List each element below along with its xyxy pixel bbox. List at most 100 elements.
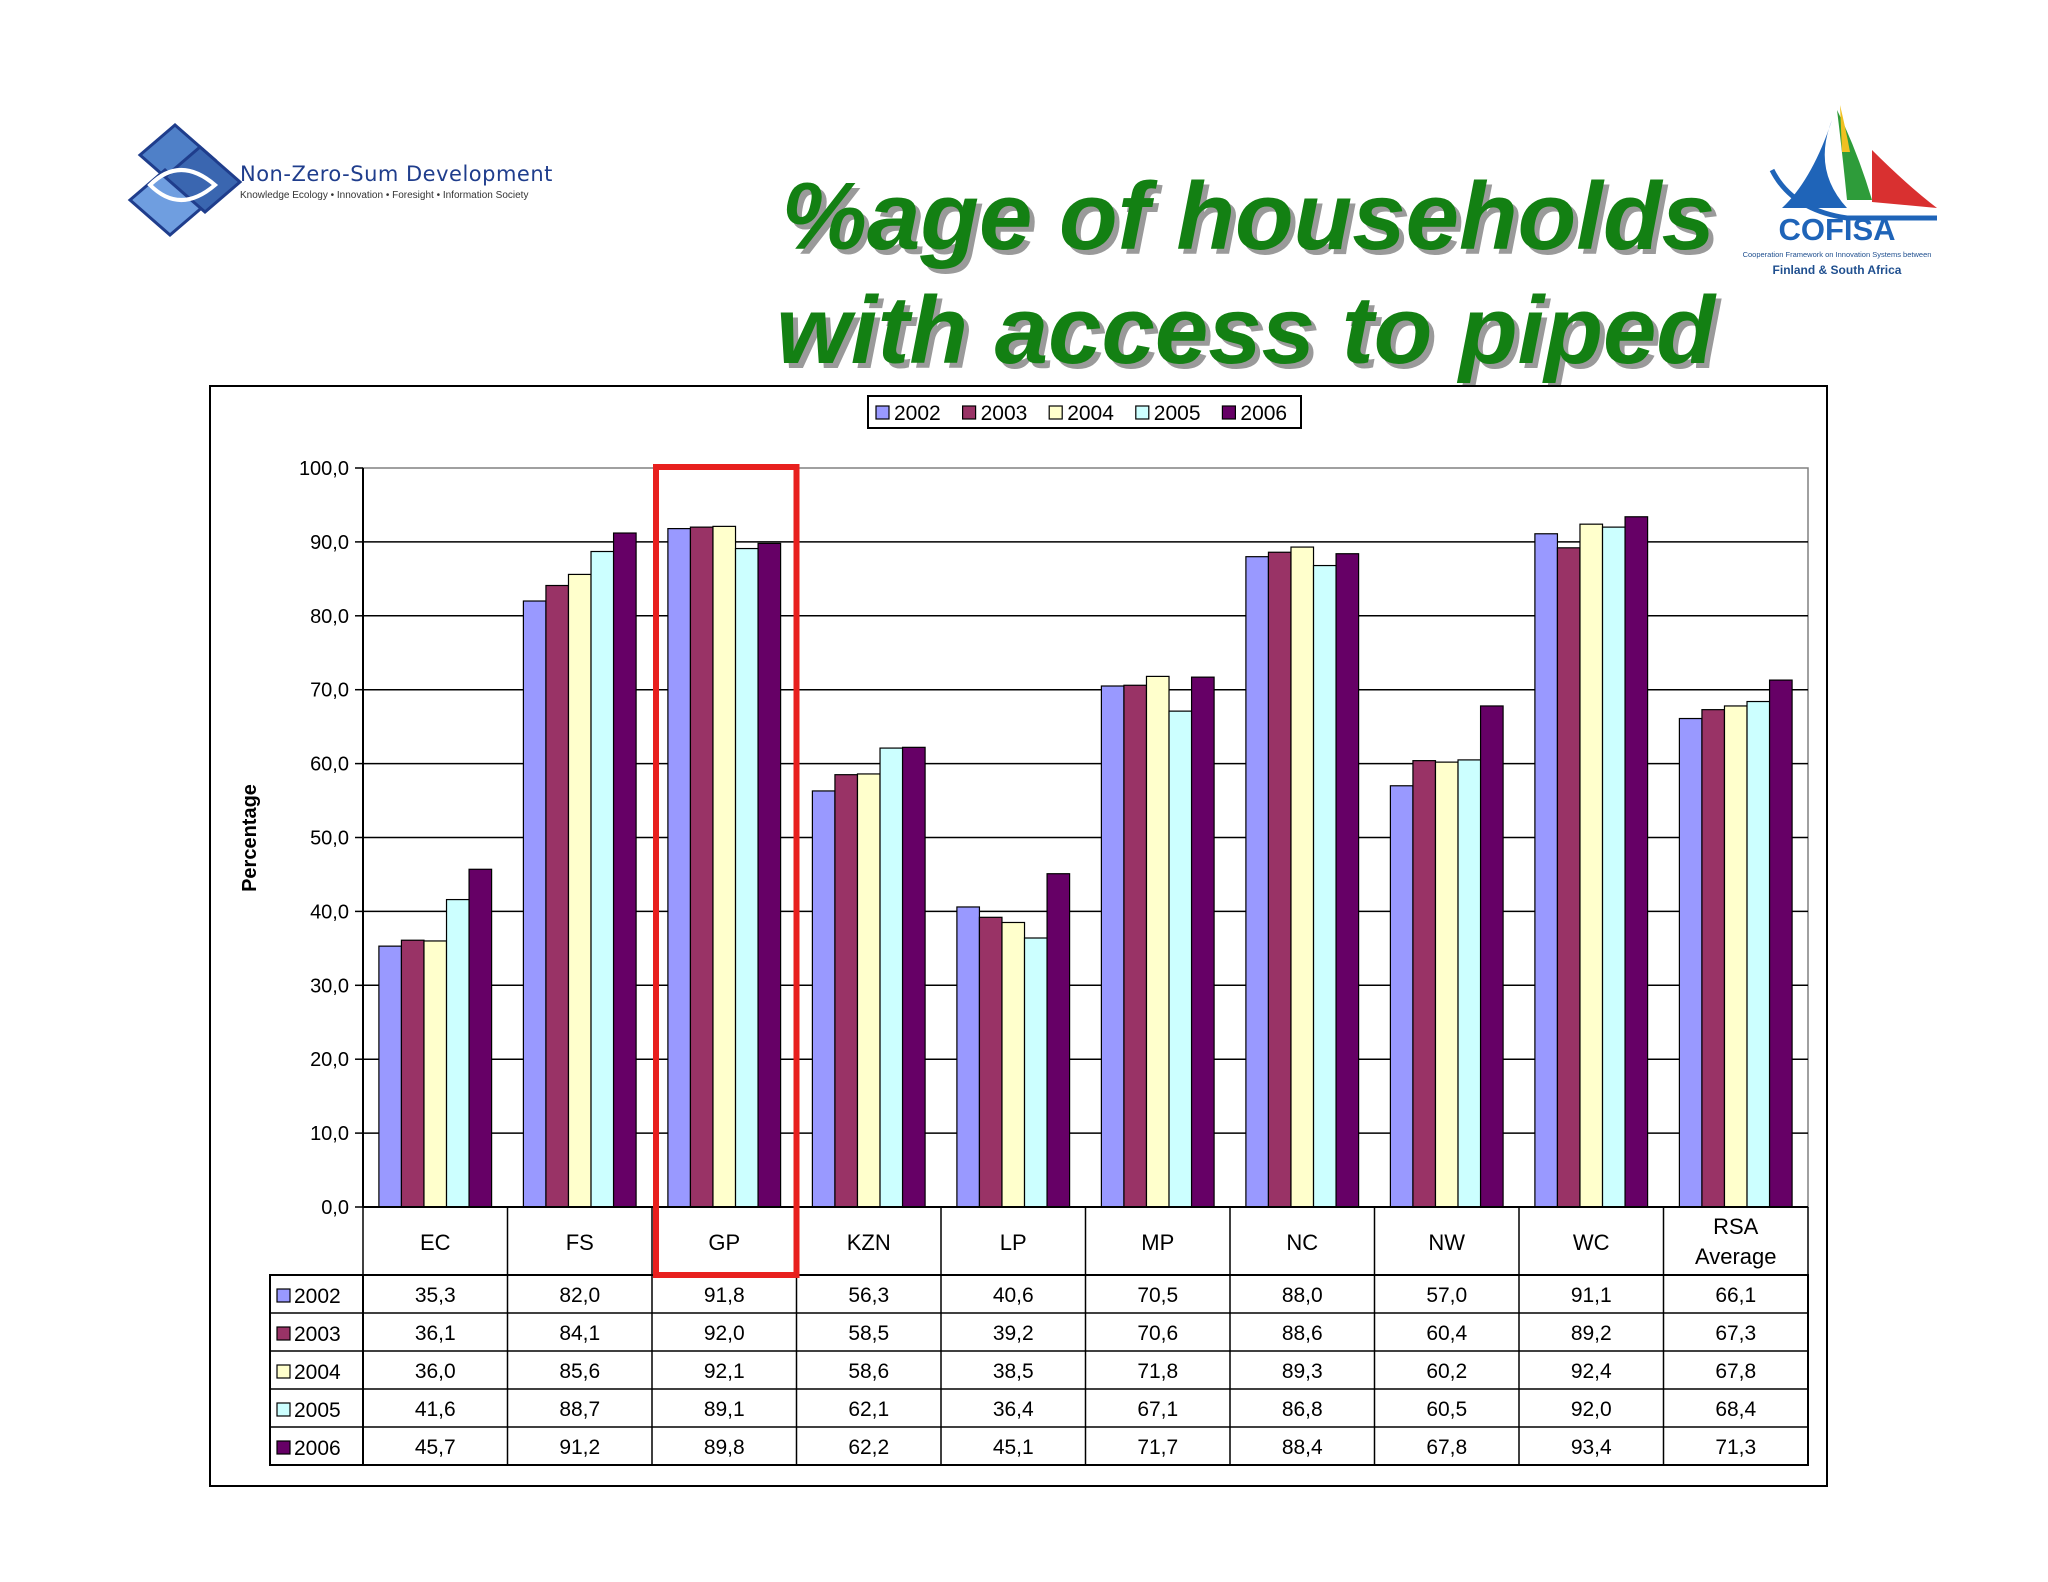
table-series-label-2006: 2006 (294, 1437, 341, 1460)
table-value: 38,5 (993, 1360, 1034, 1383)
category-label-rsa-average: RSA (1713, 1214, 1759, 1239)
legend-box (867, 395, 1302, 429)
bar-rsa-average-2003 (1701, 709, 1726, 1208)
bar-nc-2005 (1312, 564, 1337, 1208)
bar-rsa-average-2002 (1678, 717, 1703, 1208)
legend-label-2002: 2002 (894, 402, 941, 425)
table-value: 89,3 (1282, 1360, 1323, 1383)
legend-swatch-2004 (1048, 405, 1063, 420)
table-swatch-2002 (276, 1288, 291, 1303)
bar-kzn-2003 (834, 774, 859, 1208)
table-value: 39,2 (993, 1322, 1034, 1345)
cofisa-logo-tagline-2: Finland & South Africa (1772, 263, 1902, 277)
bar-kzn-2004 (856, 773, 881, 1208)
y-tick-label: 70,0 (310, 680, 349, 702)
table-value: 36,0 (415, 1360, 456, 1383)
legend-label-2005: 2005 (1154, 402, 1201, 425)
category-label-gp: GP (708, 1230, 740, 1255)
bar-fs-2004 (567, 573, 592, 1208)
bar-gp-2002 (667, 527, 692, 1208)
data-table: EC FS GP KZN LP MP NC NW WC RSA Average 2002 35,3 82,… (269, 1207, 1809, 1466)
y-tick-label: 60,0 (310, 754, 349, 776)
table-value: 60,4 (1426, 1322, 1467, 1345)
table-value: 67,1 (1137, 1398, 1178, 1421)
y-tick-label: 0,0 (321, 1197, 349, 1219)
bar-ec-2004 (423, 940, 448, 1208)
legend-label-2006: 2006 (1240, 402, 1287, 425)
table-series-label-2002: 2002 (294, 1285, 341, 1308)
bar-lp-2002 (956, 906, 981, 1208)
y-tick-label: 100,0 (299, 458, 349, 480)
table-value: 62,2 (848, 1436, 889, 1459)
bar-nw-2004 (1434, 761, 1459, 1208)
table-value: 66,1 (1715, 1284, 1756, 1307)
bar-mp-2003 (1123, 684, 1148, 1208)
legend-swatch-2003 (961, 405, 977, 420)
category-label-fs: FS (566, 1230, 594, 1255)
bar-mp-2006 (1190, 676, 1215, 1208)
slide-title-line-1: %age of households (781, 163, 1715, 270)
bar-fs-2005 (590, 550, 615, 1208)
table-value: 62,1 (848, 1398, 889, 1421)
bar-nc-2004 (1290, 546, 1315, 1208)
bar-wc-2004 (1579, 523, 1604, 1208)
table-value: 67,8 (1715, 1360, 1756, 1383)
bar-ec-2003 (400, 939, 425, 1208)
bar-nw-2005 (1457, 759, 1482, 1208)
bar-kzn-2006 (901, 746, 926, 1208)
table-value: 91,8 (704, 1284, 745, 1307)
category-label-ec: EC (420, 1230, 451, 1255)
bar-kzn-2005 (879, 747, 904, 1208)
bar-nc-2002 (1245, 556, 1270, 1208)
table-value: 36,1 (415, 1322, 456, 1345)
category-label-mp: MP (1141, 1230, 1174, 1255)
bar-gp-2003 (689, 526, 714, 1208)
table-series-label-2004: 2004 (294, 1361, 341, 1384)
y-tick-label: 10,0 (310, 1123, 349, 1145)
bar-wc-2006 (1624, 516, 1649, 1208)
bar-lp-2005 (1023, 937, 1048, 1208)
table-swatch-2004 (276, 1364, 291, 1379)
cofisa-logo-tagline: Cooperation Framework on Innovation Syst… (1742, 250, 1932, 259)
y-axis-title: Percentage (239, 784, 261, 892)
bar-wc-2003 (1556, 547, 1581, 1208)
bar-nw-2003 (1412, 760, 1437, 1208)
table-value: 93,4 (1571, 1436, 1612, 1459)
legend-swatch-2005 (1135, 405, 1150, 420)
bar-fs-2002 (522, 600, 547, 1208)
bar-fs-2003 (545, 584, 570, 1208)
table-value: 89,1 (704, 1398, 745, 1421)
bar-rsa-average-2006 (1768, 679, 1793, 1208)
legend-swatch-2002 (875, 405, 890, 420)
category-label-wc: WC (1573, 1230, 1610, 1255)
table-value: 71,3 (1715, 1436, 1756, 1459)
non-zero-sum-logo (127, 123, 243, 237)
table-body-frame (269, 1274, 1809, 1466)
bar-nw-2006 (1479, 705, 1504, 1208)
highlight-box (653, 464, 800, 1278)
table-value: 91,2 (559, 1436, 600, 1459)
table-series-label-2003: 2003 (294, 1323, 341, 1346)
bar-lp-2004 (1001, 921, 1026, 1208)
bar-fs-2006 (612, 532, 637, 1208)
table-swatch-2005 (276, 1402, 291, 1417)
bar-lp-2003 (978, 916, 1003, 1208)
table-value: 92,0 (704, 1322, 745, 1345)
table-value: 92,4 (1571, 1360, 1612, 1383)
y-tick-label: 30,0 (310, 975, 349, 997)
table-value: 35,3 (415, 1284, 456, 1307)
table-value: 67,8 (1426, 1436, 1467, 1459)
y-tick-label: 40,0 (310, 901, 349, 923)
table-swatch-2006 (276, 1440, 291, 1455)
bar-wc-2005 (1601, 526, 1626, 1208)
nzsd-emblem-icon (127, 123, 243, 237)
bar-gp-2004 (712, 525, 737, 1208)
bar-kzn-2002 (811, 790, 836, 1208)
table-value: 57,0 (1426, 1284, 1467, 1307)
bar-wc-2002 (1534, 533, 1559, 1208)
table-value: 89,8 (704, 1436, 745, 1459)
table-value: 82,0 (559, 1284, 600, 1307)
table-value: 68,4 (1715, 1398, 1756, 1421)
bar-nc-2006 (1335, 553, 1360, 1208)
category-label-rsa-average: Average (1695, 1244, 1777, 1269)
